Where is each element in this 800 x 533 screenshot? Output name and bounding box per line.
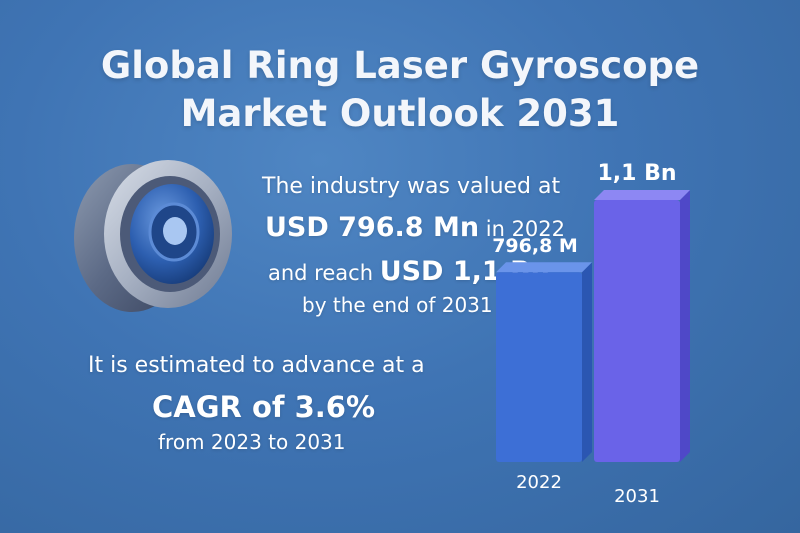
bar-side-2031 bbox=[680, 190, 690, 462]
data-label-2031: 1,1 Bn bbox=[597, 161, 676, 186]
valued-text: The industry was valued at bbox=[262, 174, 561, 199]
cagr-intro-text: It is estimated to advance at a bbox=[88, 353, 425, 378]
x-tick-2031: 2031 bbox=[614, 486, 660, 507]
ring-laser-gyroscope-icon bbox=[74, 160, 232, 312]
bar-top-2022 bbox=[496, 262, 592, 273]
by-end-text: by the end of 2031 bbox=[302, 293, 493, 317]
bar-2031 bbox=[594, 200, 680, 462]
x-tick-2022: 2022 bbox=[516, 472, 562, 493]
in-2022-text: in 2022 bbox=[479, 217, 566, 241]
value-2022: USD 796.8 Mn bbox=[265, 212, 480, 243]
cagr-period-text: from 2023 to 2031 bbox=[158, 430, 346, 454]
bar-top-2031 bbox=[594, 190, 690, 200]
bar-side-2022 bbox=[582, 262, 592, 462]
value-2022-line: USD 796.8 Mn in 2022 bbox=[265, 212, 565, 243]
cagr-value: CAGR of 3.6% bbox=[152, 390, 376, 424]
chart-title-line-1: Global Ring Laser Gyroscope bbox=[100, 44, 700, 87]
bar-2022 bbox=[496, 272, 582, 462]
and-reach-text: and reach bbox=[268, 261, 380, 285]
chart-title-line-2: Market Outlook 2031 bbox=[180, 92, 620, 135]
bar-chart: 796,8 M 2022 1,1 Bn 2031 bbox=[492, 161, 690, 507]
data-label-2022: 796,8 M bbox=[492, 235, 578, 257]
